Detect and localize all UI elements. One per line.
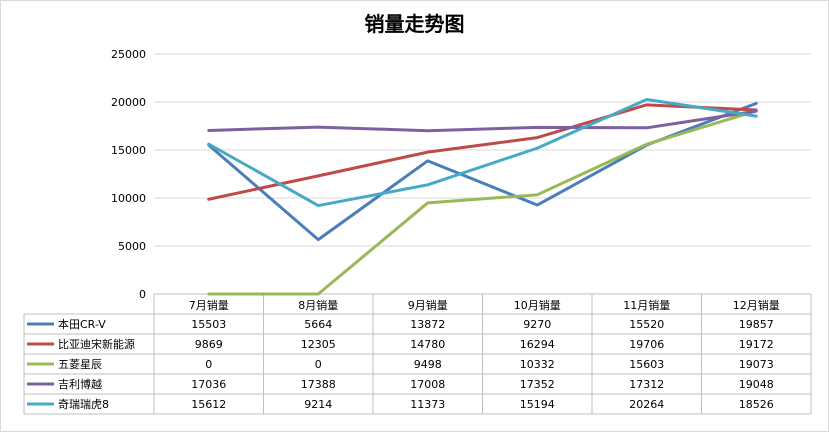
legend-label: 五菱星辰	[58, 358, 102, 371]
data-table-value: 10332	[520, 358, 555, 371]
data-table-value: 0	[205, 358, 212, 371]
data-table-value: 12305	[301, 338, 336, 351]
x-category-label: 8月销量	[298, 298, 338, 312]
data-table-value: 16294	[520, 338, 555, 351]
data-table-value: 9869	[195, 338, 223, 351]
x-category-label: 12月销量	[733, 298, 780, 312]
data-table-value: 18526	[739, 398, 774, 411]
legend-label: 比亚迪宋新能源	[58, 337, 135, 351]
data-table-value: 0	[315, 358, 322, 371]
data-table-value: 11373	[410, 398, 445, 411]
data-table-value: 15612	[191, 398, 226, 411]
legend-label: 吉利博越	[58, 377, 102, 391]
data-table-value: 17312	[629, 378, 664, 391]
data-table-value: 9270	[523, 318, 551, 331]
data-table-value: 19048	[739, 378, 774, 391]
data-table-value: 5664	[304, 318, 332, 331]
data-table-value: 20264	[629, 398, 664, 411]
legend-label: 本田CR-V	[58, 317, 106, 331]
y-tick-label: 5000	[118, 240, 146, 253]
series-line	[207, 103, 758, 201]
x-category-label: 9月销量	[408, 298, 448, 312]
data-table-value: 19172	[739, 338, 774, 351]
data-table-value: 9498	[414, 358, 442, 371]
y-tick-label: 25000	[111, 48, 146, 61]
data-table-value: 15194	[520, 398, 555, 411]
data-table-value: 15520	[629, 318, 664, 331]
data-table-value: 19706	[629, 338, 664, 351]
data-table-value: 19857	[739, 318, 774, 331]
data-table-value: 19073	[739, 358, 774, 371]
data-table-value: 15503	[191, 318, 226, 331]
series-line	[207, 109, 758, 133]
data-table-value: 17036	[191, 378, 226, 391]
y-tick-label: 15000	[111, 144, 146, 157]
data-table-value: 9214	[304, 398, 332, 411]
x-category-label: 11月销量	[623, 298, 670, 312]
data-table-value: 17008	[410, 378, 445, 391]
legend-label: 奇瑞瑞虎8	[58, 397, 109, 411]
chart-title: 销量走势图	[364, 12, 465, 36]
data-table-value: 14780	[410, 338, 445, 351]
y-tick-label: 10000	[111, 192, 146, 205]
data-table-value: 17352	[520, 378, 555, 391]
y-tick-label: 0	[139, 288, 146, 301]
y-tick-label: 20000	[111, 96, 146, 109]
series-line	[207, 109, 758, 296]
x-category-label: 7月销量	[189, 298, 229, 312]
data-table-value: 15603	[629, 358, 664, 371]
data-table-value: 13872	[410, 318, 445, 331]
x-category-label: 10月销量	[514, 298, 561, 312]
series-line	[207, 97, 758, 208]
data-table-value: 17388	[301, 378, 336, 391]
